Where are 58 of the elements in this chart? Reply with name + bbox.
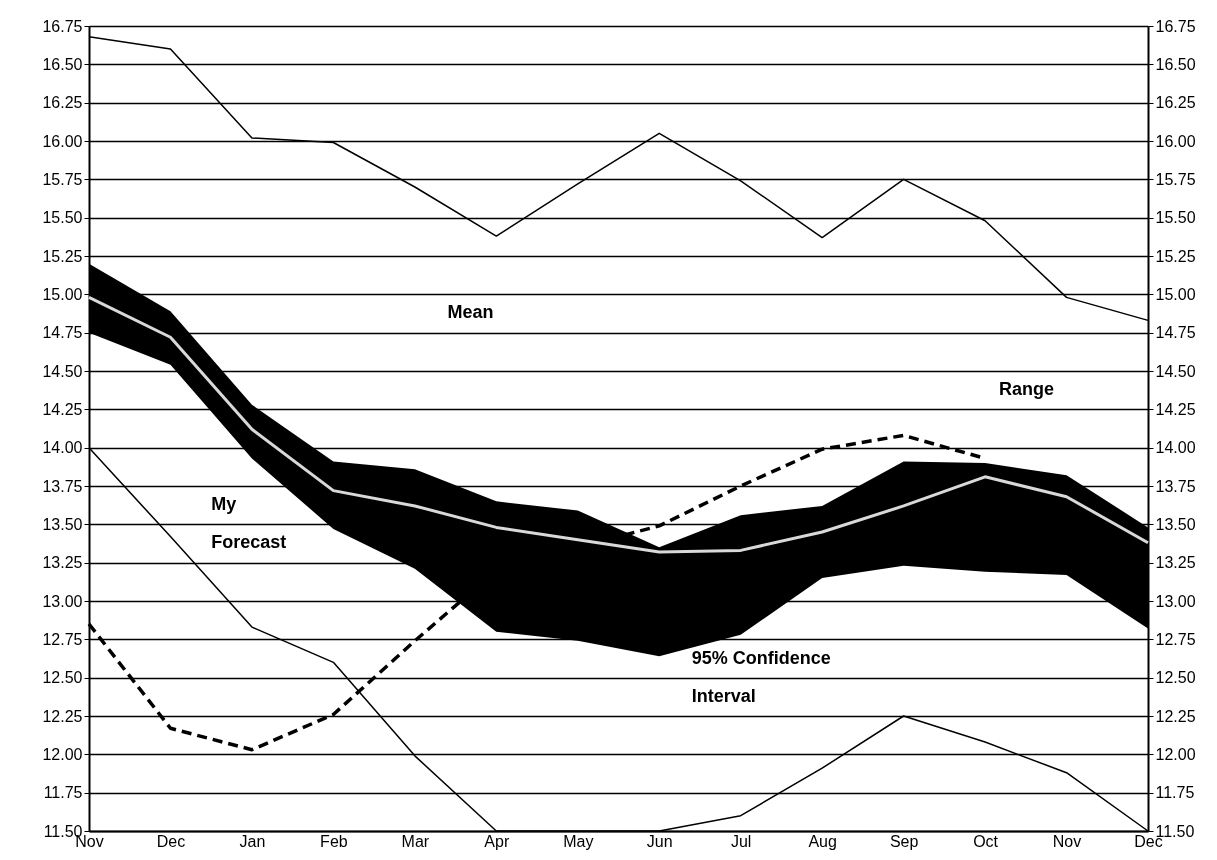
annotation: My Forecast: [211, 494, 287, 553]
y2-tick-label: 13.50: [1155, 515, 1196, 533]
y2-tick-label: 16.25: [1155, 94, 1196, 112]
y-tick-label: 15.25: [42, 247, 83, 265]
y-tick-label: 13.50: [42, 515, 83, 533]
y-tick-label: 16.25: [42, 94, 83, 112]
y-tick-label: 16.75: [42, 17, 83, 35]
y-tick-label: 13.75: [42, 477, 83, 495]
x-tick-label: Sep: [889, 832, 919, 850]
y2-tick-label: 15.50: [1155, 209, 1196, 227]
y2-tick-label: 16.75: [1155, 17, 1196, 35]
x-tick-label: May: [563, 832, 594, 850]
y2-tick-label: 16.00: [1155, 132, 1196, 150]
y2-tick-label: 14.75: [1155, 324, 1196, 342]
y2-tick-label: 13.00: [1155, 592, 1196, 610]
x-tick-label: Jan: [239, 832, 266, 850]
y2-tick-label: 14.50: [1155, 362, 1196, 380]
y-tick-label: 13.00: [42, 592, 83, 610]
x-tick-label: Mar: [401, 832, 430, 850]
y-tick-label: 14.50: [42, 362, 83, 380]
y2-tick-label: 12.75: [1155, 630, 1196, 648]
y-tick-label: 16.50: [42, 55, 83, 73]
y2-tick-label: 16.50: [1155, 55, 1196, 73]
x-tick-label: Feb: [320, 832, 348, 850]
y2-tick-label: 15.25: [1155, 247, 1196, 265]
y2-tick-label: 15.75: [1155, 170, 1196, 188]
x-tick-label: Apr: [484, 832, 510, 850]
x-tick-label: Jul: [730, 832, 752, 850]
y-tick-label: 12.75: [42, 630, 83, 648]
y-tick-label: 14.25: [42, 400, 83, 418]
x-tick-label: Nov: [1052, 832, 1082, 850]
y-tick-label: 12.00: [42, 745, 83, 763]
annotation: Mean: [447, 301, 494, 322]
annotation: 95% Confidence Interval: [691, 647, 831, 706]
y2-tick-label: 11.75: [1155, 784, 1195, 802]
y-tick-label: 11.75: [43, 784, 83, 802]
y-tick-label: 14.00: [42, 439, 83, 457]
y2-tick-label: 12.00: [1155, 745, 1196, 763]
y-tick-label: 15.75: [42, 170, 83, 188]
y2-tick-label: 14.25: [1155, 400, 1196, 418]
y2-tick-label: 13.25: [1155, 554, 1196, 572]
y2-tick-label: 14.00: [1155, 439, 1196, 457]
y2-tick-label: 12.25: [1155, 707, 1196, 725]
y2-tick-label: 13.75: [1155, 477, 1196, 495]
x-tick-label: Aug: [808, 832, 837, 850]
y-tick-label: 12.50: [42, 669, 83, 687]
y-tick-label: 15.00: [42, 285, 83, 303]
x-tick-label: Jun: [646, 832, 673, 850]
y-tick-label: 12.25: [42, 707, 83, 725]
annotation: Range: [998, 379, 1054, 400]
x-tick-label: Dec: [156, 832, 186, 850]
y2-tick-label: 15.00: [1155, 285, 1196, 303]
y-tick-label: 15.50: [42, 209, 83, 227]
y-tick-label: 14.75: [42, 324, 83, 342]
x-tick-label: Oct: [973, 832, 999, 850]
y-tick-label: 16.00: [42, 132, 83, 150]
y-tick-label: 13.25: [42, 554, 83, 572]
y2-tick-label: 12.50: [1155, 669, 1196, 687]
